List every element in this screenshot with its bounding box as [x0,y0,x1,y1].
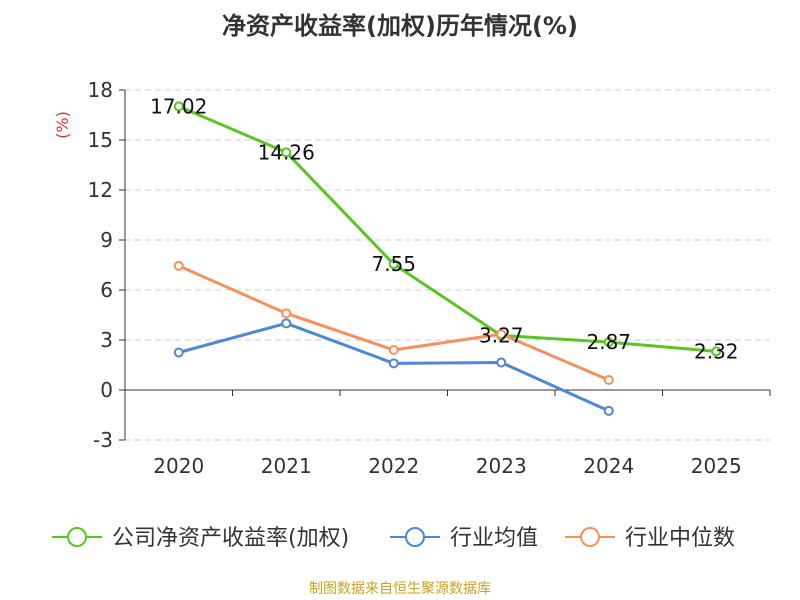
legend-marker [405,527,425,547]
x-tick-label: 2023 [476,454,527,478]
data-point [281,318,292,329]
y-tick-label: 15 [88,128,113,152]
y-axis-title: (%) [53,111,72,139]
data-labels: 17.02 14.26 7.55 3.27 2.87 2.32 [150,94,738,363]
data-point [388,358,399,369]
legend: 公司净资产收益率(加权) 行业均值 行业中位数 [52,526,735,551]
data-point [496,329,507,340]
data-point [281,308,292,319]
y-tick-label: 9 [100,228,113,252]
x-tick-label: 2021 [261,454,312,478]
y-tick-label: 0 [100,378,113,402]
series-line [178,104,717,353]
x-tick-label: 2022 [368,454,419,478]
data-point [603,405,614,416]
legend-label: 行业中位数 [625,526,735,551]
data-label: 2.87 [586,330,631,354]
data-label: 3.27 [479,324,524,348]
data-point [603,375,614,385]
series-lines [173,101,722,416]
y-tick-label: -3 [93,428,113,452]
y-tick-label: 12 [88,178,113,202]
legend-marker [580,527,600,547]
data-point [173,260,184,271]
legend-marker [67,527,87,547]
chart-title: 净资产收益率(加权)历年情况(%) [222,12,578,40]
data-point [496,357,507,368]
data-label: 17.02 [150,94,207,118]
data-label: 2.32 [694,339,739,363]
data-point [711,346,722,357]
data-label: 7.55 [371,252,416,276]
axes: -3 0 3 6 9 12 15 18 2020 2021 2022 2023 2024 2025 (%) [53,78,771,478]
data-point [281,147,292,158]
y-tick-label: 18 [88,78,113,102]
data-point [173,101,184,112]
y-tick-label: 6 [100,278,113,302]
data-point [388,345,399,355]
legend-label: 行业均值 [450,526,538,551]
source-note: 制图数据来自恒生聚源数据库 [309,581,491,597]
y-tick-label: 3 [100,328,113,352]
data-point [388,259,399,270]
data-point [173,347,184,358]
data-point [603,337,614,348]
x-tick-label: 2020 [153,454,204,478]
x-tick-label: 2025 [691,454,742,478]
grid-lines [125,89,770,441]
data-label: 14.26 [258,140,315,164]
x-tick-label: 2024 [583,454,634,478]
legend-label: 公司净资产收益率(加权) [112,526,349,551]
